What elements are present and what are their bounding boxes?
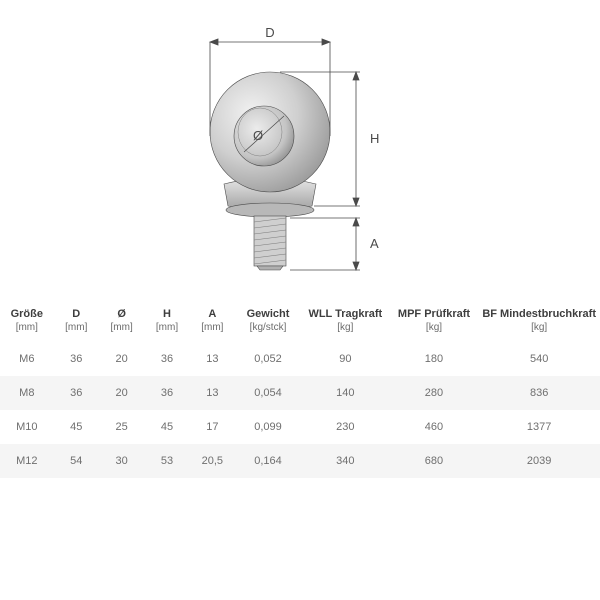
table-cell: 53: [144, 444, 189, 478]
table-cell: 836: [478, 376, 600, 410]
th-size: Größe: [11, 308, 43, 320]
table-cell: 36: [144, 342, 189, 376]
table-cell: 36: [54, 376, 99, 410]
table-cell: 0,099: [235, 410, 301, 444]
table-cell: 45: [54, 410, 99, 444]
table-cell: 20: [99, 376, 144, 410]
th-weight: Gewicht: [247, 308, 290, 320]
table-cell: 20,5: [190, 444, 235, 478]
spec-table: Größe[mm] D[mm] Ø[mm] H[mm] A[mm] Gewich…: [0, 300, 600, 478]
table-cell: M6: [0, 342, 54, 376]
table-cell: 13: [190, 342, 235, 376]
table-cell: 36: [54, 342, 99, 376]
table-cell: 280: [390, 376, 479, 410]
table-cell: 2039: [478, 444, 600, 478]
table-cell: 25: [99, 410, 144, 444]
page: D Ø H A: [0, 0, 600, 600]
table-cell: 460: [390, 410, 479, 444]
table-header-row: Größe[mm] D[mm] Ø[mm] H[mm] A[mm] Gewich…: [0, 300, 600, 342]
table-row: M6362036130,05290180540: [0, 342, 600, 376]
eyebolt-diagram: D Ø H A: [160, 20, 440, 280]
table-cell: 54: [54, 444, 99, 478]
dim-label-A: A: [370, 236, 379, 251]
table-cell: 30: [99, 444, 144, 478]
table-cell: 13: [190, 376, 235, 410]
table-cell: 1377: [478, 410, 600, 444]
table-cell: M10: [0, 410, 54, 444]
th-H: H: [163, 308, 171, 320]
table-cell: 230: [301, 410, 390, 444]
dim-label-dia: Ø: [253, 128, 263, 143]
table-cell: 36: [144, 376, 189, 410]
table-cell: 17: [190, 410, 235, 444]
table-cell: 20: [99, 342, 144, 376]
table-cell: 0,164: [235, 444, 301, 478]
th-dia: Ø: [117, 308, 126, 320]
table-row: M1254305320,50,1643406802039: [0, 444, 600, 478]
table-cell: 180: [390, 342, 479, 376]
table-cell: 45: [144, 410, 189, 444]
table-cell: M12: [0, 444, 54, 478]
th-wll: WLL Tragkraft: [308, 308, 382, 320]
table-cell: 90: [301, 342, 390, 376]
th-bf: BF Mindestbruchkraft: [482, 308, 596, 320]
th-mpf: MPF Prüfkraft: [398, 308, 470, 320]
dim-label-H: H: [370, 131, 379, 146]
th-D: D: [72, 308, 80, 320]
table-cell: 0,052: [235, 342, 301, 376]
table-cell: 0,054: [235, 376, 301, 410]
dim-label-D: D: [265, 25, 274, 40]
table-cell: 140: [301, 376, 390, 410]
table-cell: 540: [478, 342, 600, 376]
table-cell: 340: [301, 444, 390, 478]
table-cell: 680: [390, 444, 479, 478]
table-row: M10452545170,0992304601377: [0, 410, 600, 444]
th-A: A: [208, 308, 216, 320]
table-row: M8362036130,054140280836: [0, 376, 600, 410]
table-cell: M8: [0, 376, 54, 410]
